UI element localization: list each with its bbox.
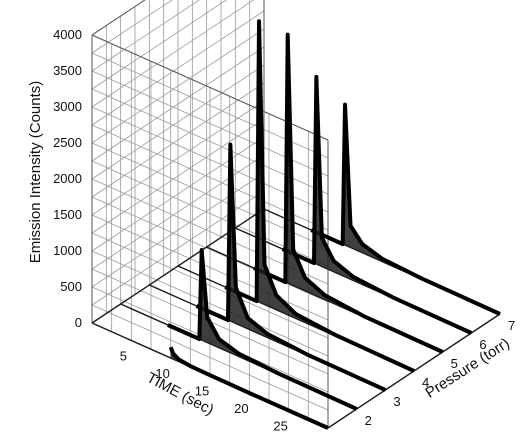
trace-line [281,74,473,335]
back-wall-top [91,0,146,36]
back-wall-hline [91,172,265,288]
x-tick-label: 10 [155,366,169,381]
trace-line [195,142,387,392]
y-tick-label: 7 [508,318,515,333]
z-tick-label: 0 [75,315,82,330]
back-wall-hline [91,0,228,90]
y-axis-title: Pressure (torr) [422,335,512,402]
z-tick-label: 3500 [53,63,82,78]
left-wall-hline [91,304,329,411]
y-tick-label: 6 [479,337,486,352]
back-wall-hline [91,100,265,216]
back-wall-hline [91,64,265,180]
back-wall-hline [91,82,265,198]
left-wall-hline [91,196,329,303]
back-wall-hline [91,46,265,162]
z-tick-label: 500 [60,279,82,294]
y-tick-label: 1 [336,432,343,434]
y-tick-label: 2 [365,413,372,428]
left-wall-hline [91,232,329,339]
x-tick-label: 25 [273,419,287,434]
chart-traces [167,19,501,430]
z-tick-label: 2500 [53,135,82,150]
back-wall-hline [91,0,200,72]
left-wall-hline [91,250,329,357]
trace-fill [311,104,500,315]
y-tick-label: 3 [393,394,400,409]
back-wall-hline [91,0,173,54]
trace-line [310,102,501,316]
trace-line [224,19,415,373]
back-wall-hline [91,136,265,252]
z-tick-label: 4000 [53,27,82,42]
z-tick-label: 1000 [53,243,82,258]
back-wall-hline [91,154,265,270]
trace-fill [167,250,357,409]
z-tick-label: 1500 [53,207,82,222]
trace-line [168,346,329,430]
z-tick-label: 3000 [53,99,82,114]
chart-tick-labels: 0500100015002000250030003500400051015202… [53,27,515,434]
left-wall-hline [91,214,329,321]
z-axis-title: Emission Intensity (Counts) [27,81,44,264]
x-tick-label: 5 [120,349,127,364]
trace-fill [282,76,472,333]
y-tick-label: 4 [422,375,429,390]
back-wall-hline [91,118,265,234]
x-tick-label: 20 [234,401,248,416]
y-tick-label: 5 [451,356,458,371]
back-wall-hline [91,10,265,126]
z-tick-label: 2000 [53,171,82,186]
back-wall-hline [91,28,265,144]
trace-line [253,32,444,354]
back-wall-hline [91,190,265,306]
back-wall-hline [91,0,255,108]
x-tick-label: 15 [195,384,209,399]
trace-line [167,248,358,411]
